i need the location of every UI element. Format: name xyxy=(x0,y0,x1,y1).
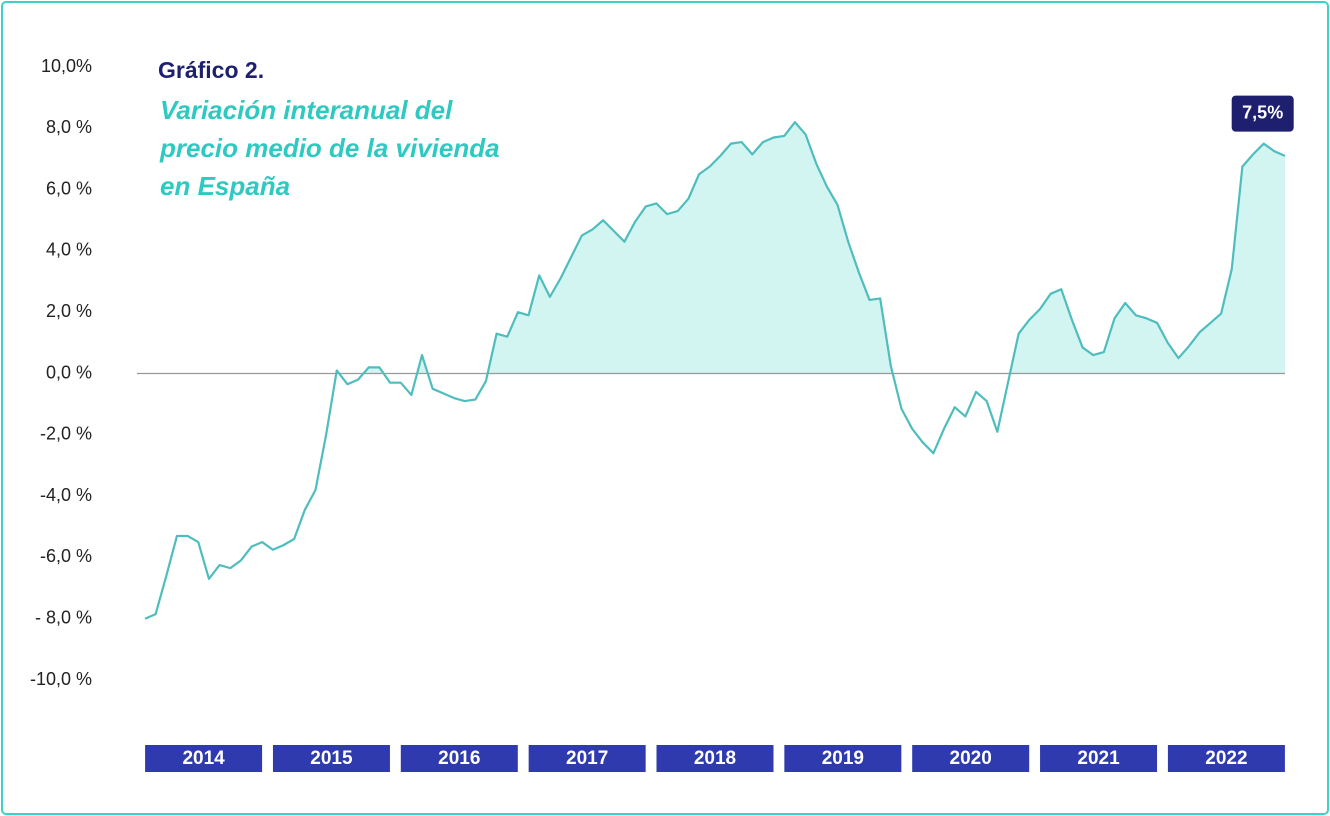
x-tick-label: 2014 xyxy=(182,748,225,769)
chart-subtitle: en España xyxy=(160,171,290,201)
x-tick-label: 2017 xyxy=(566,748,608,769)
line xyxy=(144,121,1286,620)
y-tick-label: -6,0 % xyxy=(40,546,92,566)
y-tick-label: -2,0 % xyxy=(40,424,92,444)
x-tick-box xyxy=(528,745,646,772)
x-tick-box xyxy=(1167,745,1285,772)
x-tick-box xyxy=(400,745,518,772)
x-tick-label: 2021 xyxy=(1077,748,1120,769)
y-tick-label: 0,0 % xyxy=(46,362,92,382)
y-tick-label: -10,0 % xyxy=(30,669,92,689)
x-tick-label: 2018 xyxy=(694,748,736,769)
value-label-box xyxy=(1231,95,1294,132)
x-tick-label: 2019 xyxy=(822,748,864,769)
y-tick-label: - 8,0 % xyxy=(35,607,92,627)
chart-subtitle: precio medio de la vivienda xyxy=(159,133,500,163)
x-tick-box xyxy=(912,745,1030,772)
x-tick-box xyxy=(784,745,902,772)
y-tick-label: 4,0 % xyxy=(46,240,92,260)
x-tick-label: 2015 xyxy=(310,748,353,769)
x-tick-box xyxy=(1040,745,1158,772)
y-tick-label: 10,0% xyxy=(41,56,92,76)
value-label: 7,5% xyxy=(1242,102,1283,122)
y-tick-label: 6,0 % xyxy=(46,178,92,198)
chart-subtitle: Variación interanual del xyxy=(160,95,453,125)
y-tick-label: 2,0 % xyxy=(46,301,92,321)
chart-title: Gráfico 2. xyxy=(158,57,264,83)
x-tick-label: 2020 xyxy=(950,748,992,769)
y-tick-label: -4,0 % xyxy=(40,485,92,505)
x-tick-label: 2022 xyxy=(1205,748,1247,769)
x-tick-box xyxy=(272,745,390,772)
y-tick-label: 8,0 % xyxy=(46,117,92,137)
x-tick-box xyxy=(145,745,263,772)
area xyxy=(145,122,1285,374)
x-tick-label: 2016 xyxy=(438,748,480,769)
x-tick-box xyxy=(656,745,774,772)
